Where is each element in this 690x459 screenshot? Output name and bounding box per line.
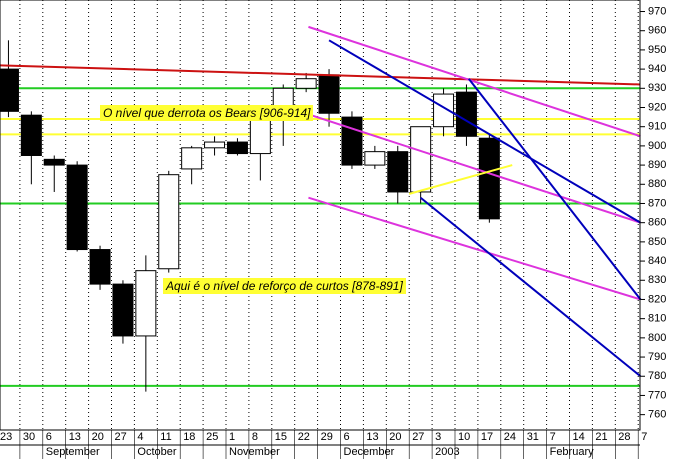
x-tick-label: 20 xyxy=(92,431,104,443)
plot-border xyxy=(0,0,641,431)
candle-body xyxy=(478,137,500,220)
candle-body xyxy=(318,74,340,114)
x-tick-label: 14 xyxy=(573,431,585,443)
month-label: 2003 xyxy=(435,446,459,458)
candle-body xyxy=(433,93,455,128)
month-label: February xyxy=(550,446,595,458)
y-tick-label: 810 xyxy=(648,313,666,325)
y-tick-label: 960 xyxy=(648,25,666,37)
x-tick-label: 30 xyxy=(23,431,35,443)
candle-body xyxy=(158,174,180,270)
y-tick-label: 870 xyxy=(648,197,666,209)
y-tick-label: 900 xyxy=(648,140,666,152)
x-tick-label: 3 xyxy=(435,431,441,443)
x-tick-label: 27 xyxy=(115,431,127,443)
trendline xyxy=(408,164,513,195)
candle-body xyxy=(112,283,134,337)
candle-body xyxy=(341,116,363,166)
plot-area xyxy=(0,0,641,431)
trendline xyxy=(308,196,641,301)
month-label: September xyxy=(46,446,100,458)
y-tick-label: 770 xyxy=(648,389,666,401)
trendline xyxy=(420,196,642,378)
candle-body xyxy=(364,151,386,166)
candle-body xyxy=(66,164,88,251)
candle-body xyxy=(226,141,248,155)
y-tick-label: 970 xyxy=(648,5,666,17)
y-tick-label: 820 xyxy=(648,293,666,305)
annotation: Aqui é o nível de reforço de curtos [878… xyxy=(163,278,406,294)
y-tick-label: 760 xyxy=(648,409,666,421)
x-tick-label: 17 xyxy=(481,431,493,443)
y-tick-label: 850 xyxy=(648,236,666,248)
x-tick-label: 18 xyxy=(183,431,195,443)
y-tick-label: 800 xyxy=(648,332,666,344)
trendline xyxy=(467,78,642,301)
y-tick-label: 950 xyxy=(648,44,666,56)
x-tick-label: 28 xyxy=(618,431,630,443)
y-tick-label: 910 xyxy=(648,121,666,133)
y-tick-label: 790 xyxy=(648,351,666,363)
candle-body xyxy=(455,91,477,137)
candle-body xyxy=(43,158,65,166)
candle-body xyxy=(89,249,111,285)
y-tick-label: 940 xyxy=(648,63,666,75)
x-tick-label: 29 xyxy=(321,431,333,443)
candle-body xyxy=(181,147,203,170)
trendline xyxy=(298,110,641,224)
month-label: November xyxy=(229,446,280,458)
x-tick-label: 10 xyxy=(458,431,470,443)
x-tick-label: 1 xyxy=(229,431,235,443)
month-label: December xyxy=(344,446,395,458)
y-tick-label: 840 xyxy=(648,255,666,267)
candle-body xyxy=(204,141,226,149)
x-tick-label: 7 xyxy=(550,431,556,443)
candle-body xyxy=(135,270,157,337)
x-tick-label: 20 xyxy=(389,431,401,443)
x-tick-label: 25 xyxy=(206,431,218,443)
y-tick-label: 880 xyxy=(648,178,666,190)
y-tick-label: 890 xyxy=(648,159,666,171)
x-tick-label: 7 xyxy=(641,431,647,443)
trendline xyxy=(0,64,641,86)
x-tick-label: 31 xyxy=(527,431,539,443)
x-tick-label: 4 xyxy=(137,431,143,443)
trendline xyxy=(328,39,641,224)
y-tick-label: 780 xyxy=(648,370,666,382)
x-tick-label: 23 xyxy=(0,431,12,443)
candle-body xyxy=(0,68,19,112)
annotation: O nível que derrota os Bears [906-914] xyxy=(100,105,314,121)
trendline xyxy=(308,25,641,138)
candle-body xyxy=(410,126,432,193)
x-tick-label: 13 xyxy=(366,431,378,443)
x-tick-label: 6 xyxy=(46,431,52,443)
candle-body xyxy=(387,151,409,193)
y-tick-label: 930 xyxy=(648,82,666,94)
candle-body xyxy=(295,78,317,89)
x-tick-label: 21 xyxy=(595,431,607,443)
candle-body xyxy=(249,116,271,155)
x-tick-label: 13 xyxy=(69,431,81,443)
y-tick-label: 860 xyxy=(648,217,666,229)
x-tick-label: 24 xyxy=(504,431,516,443)
x-tick-label: 15 xyxy=(275,431,287,443)
y-tick-label: 920 xyxy=(648,101,666,113)
x-tick-label: 6 xyxy=(344,431,350,443)
x-tick-label: 27 xyxy=(412,431,424,443)
candle-body xyxy=(20,114,42,156)
x-tick-label: 22 xyxy=(298,431,310,443)
y-tick-label: 830 xyxy=(648,274,666,286)
x-tick-label: 8 xyxy=(252,431,258,443)
x-tick-label: 11 xyxy=(160,431,171,443)
